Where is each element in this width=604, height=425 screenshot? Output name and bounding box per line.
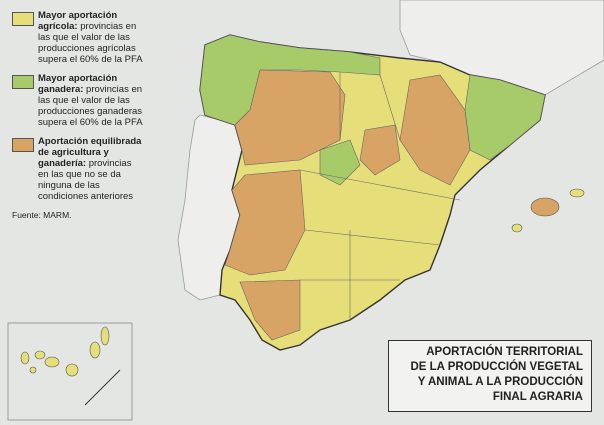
island bbox=[65, 363, 79, 377]
province-border bbox=[304, 229, 441, 246]
region-equilibrada bbox=[234, 69, 346, 166]
island bbox=[34, 350, 46, 360]
title-line: DE LA PRODUCCIÓN VEGETAL bbox=[410, 361, 583, 373]
legend-label: Mayor aportación agrícola: bbox=[38, 10, 118, 32]
swatch-ganadera bbox=[12, 75, 34, 89]
legend-description: provincias en las que no se da ninguna d… bbox=[38, 158, 134, 202]
swatch-agricola bbox=[12, 12, 34, 26]
source: Fuente: MARM. bbox=[12, 210, 72, 220]
title-line: FINAL AGRARIA bbox=[492, 391, 583, 403]
island bbox=[44, 356, 60, 368]
province-border bbox=[379, 74, 401, 141]
island bbox=[29, 366, 37, 374]
menorca bbox=[569, 188, 585, 198]
island bbox=[89, 341, 101, 359]
region-ganadera bbox=[199, 34, 381, 126]
baleares bbox=[530, 197, 560, 217]
legend-item: Aportación equilibrada de agricultura y … bbox=[8, 136, 144, 202]
inset-divider bbox=[84, 369, 121, 406]
canarias bbox=[20, 326, 110, 377]
region-equilibrada bbox=[224, 169, 306, 276]
legend-description: provincias en las que el valor de las pr… bbox=[38, 21, 143, 65]
region-equilibrada bbox=[239, 279, 301, 341]
island bbox=[100, 326, 110, 346]
ibiza bbox=[511, 223, 523, 233]
legend-description: provincias en las que el valor de las pr… bbox=[38, 84, 143, 128]
legend-item: Mayor aportación ganadera: provincias en… bbox=[8, 73, 144, 128]
legend-label: Mayor aportación ganadera: bbox=[38, 73, 118, 95]
title-line: APORTACIÓN TERRITORIAL bbox=[426, 346, 583, 358]
legend-label: Aportación equilibrada de agricultura y … bbox=[38, 136, 142, 169]
island bbox=[20, 351, 30, 365]
province-border bbox=[299, 169, 461, 201]
legend: Mayor aportación agrícola: provincias en… bbox=[8, 10, 144, 221]
title-line: Y ANIMAL A LA PRODUCCIÓN bbox=[417, 376, 583, 388]
legend-item: Mayor aportación agrícola: provincias en… bbox=[8, 10, 144, 65]
region-ganadera bbox=[319, 139, 361, 186]
region-equilibrada bbox=[399, 74, 471, 186]
province-regions bbox=[199, 34, 546, 341]
region-equilibrada bbox=[359, 124, 401, 176]
swatch-equilibrada bbox=[12, 138, 34, 152]
map-title: APORTACIÓN TERRITORIAL DE LA PRODUCCIÓN … bbox=[388, 340, 592, 412]
